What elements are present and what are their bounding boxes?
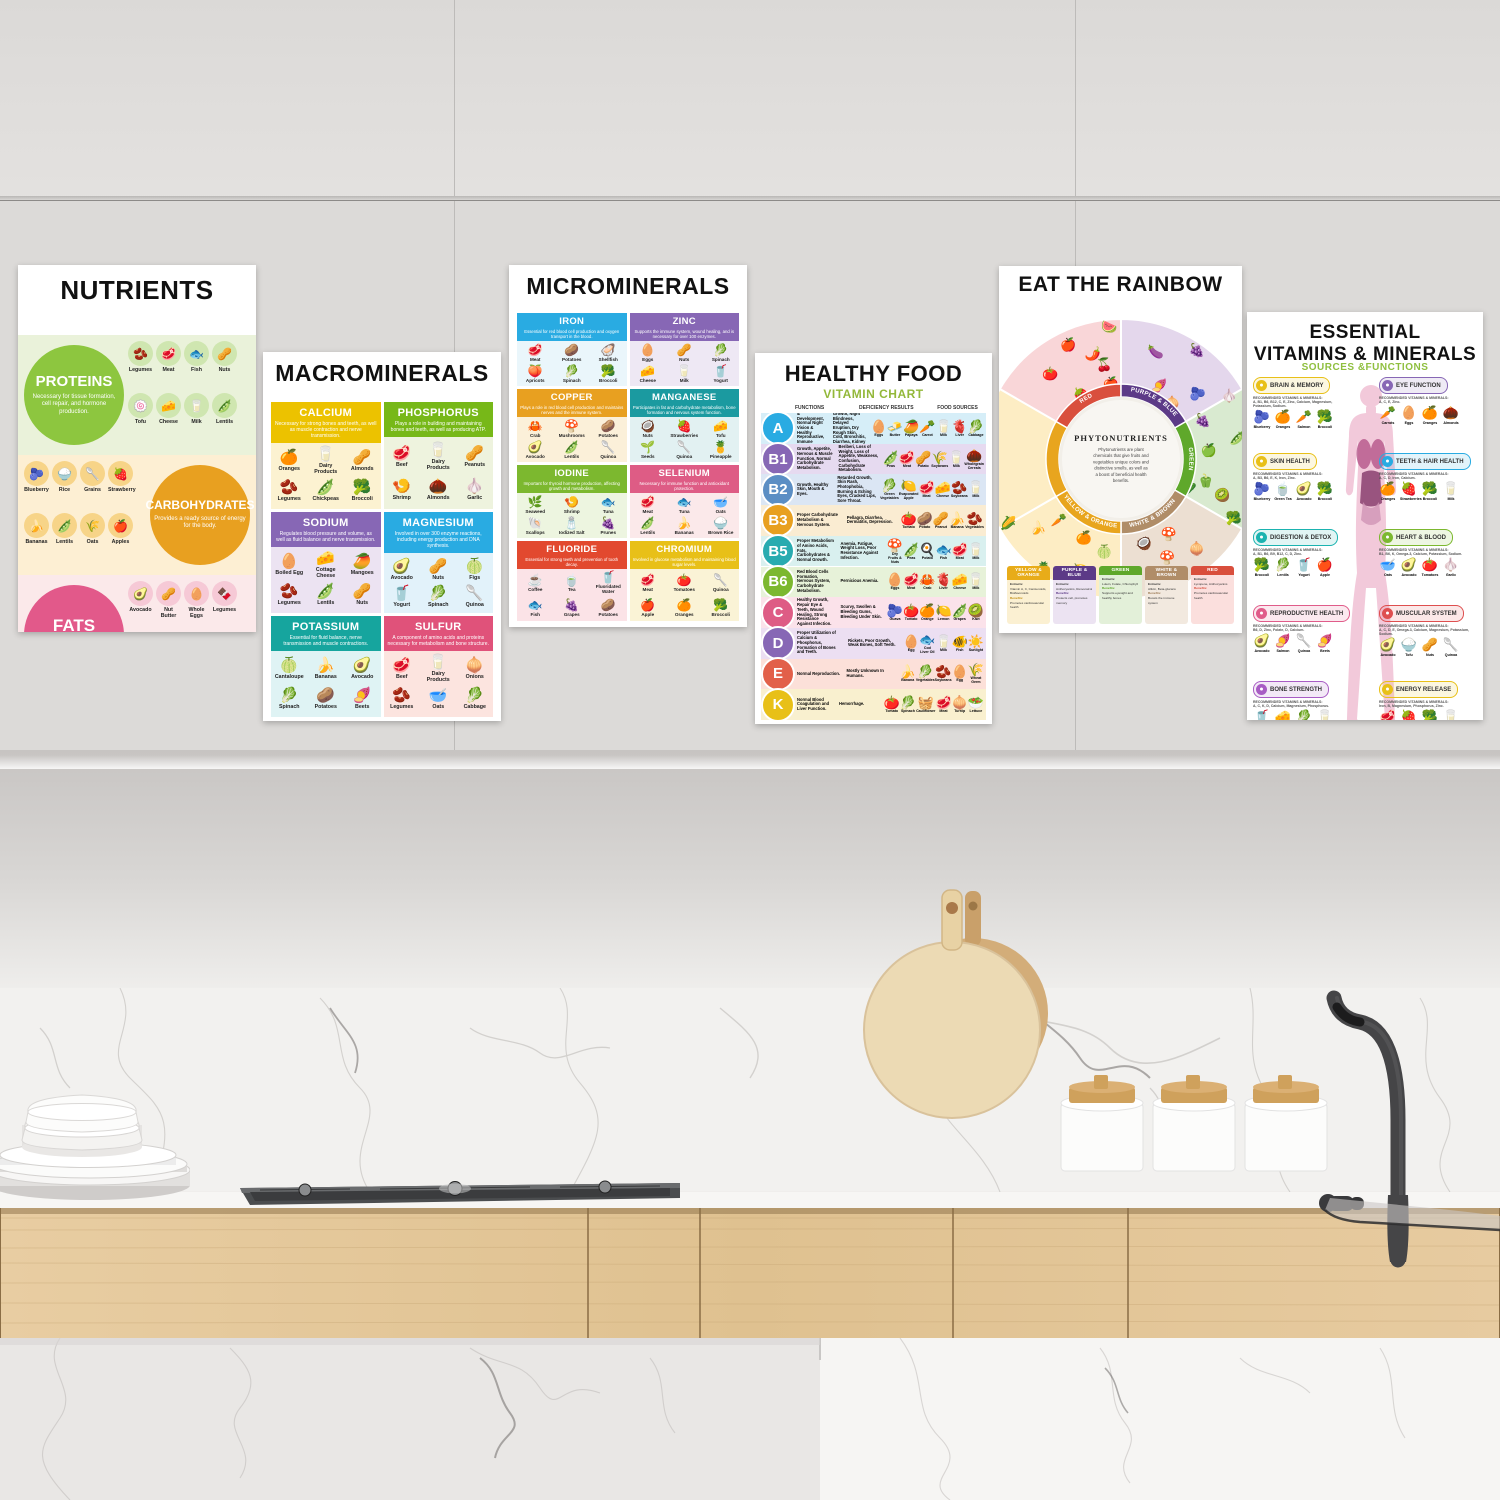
svg-text:🍇: 🍇 [1195, 412, 1211, 428]
svg-text:🍏: 🍏 [1201, 443, 1217, 458]
svg-text:🥦: 🥦 [1226, 510, 1242, 527]
svg-text:🍊: 🍊 [1076, 530, 1093, 545]
svg-text:distinctive smells, as well as: distinctive smells, as well as [1094, 466, 1148, 471]
svg-text:🧅: 🧅 [1189, 540, 1205, 557]
svg-text:🌶️: 🌶️ [1085, 346, 1101, 362]
svg-text:🌽: 🌽 [1000, 514, 1016, 530]
svg-text:a boost of beneficial health: a boost of beneficial health [1095, 472, 1147, 477]
svg-text:vegetables unique colors and: vegetables unique colors and [1093, 459, 1150, 464]
svg-text:🥕: 🥕 [1051, 513, 1067, 528]
svg-text:GREEN: GREEN [1187, 447, 1194, 471]
svg-text:🧄: 🧄 [1221, 388, 1237, 403]
svg-text:chemicals that give fruits and: chemicals that give fruits and [1093, 453, 1149, 458]
svg-text:🍎: 🍎 [1060, 336, 1076, 352]
svg-text:🍅: 🍅 [1042, 366, 1058, 382]
svg-text:benefits.: benefits. [1113, 478, 1129, 483]
svg-text:🍄: 🍄 [1159, 550, 1175, 565]
svg-text:🍆: 🍆 [1148, 344, 1164, 359]
svg-text:🫐: 🫐 [1190, 386, 1206, 401]
svg-text:🫛: 🫛 [1229, 430, 1242, 446]
svg-text:🍉: 🍉 [1101, 319, 1117, 334]
svg-text:Phytonutrients are plant: Phytonutrients are plant [1098, 447, 1144, 452]
svg-text:PHYTONUTRIENTS: PHYTONUTRIENTS [1074, 433, 1168, 443]
svg-text:🍇: 🍇 [1189, 342, 1205, 358]
svg-text:🍌: 🍌 [1030, 520, 1046, 535]
svg-text:🥝: 🥝 [1214, 486, 1230, 502]
svg-text:🥥: 🥥 [1136, 535, 1152, 550]
svg-text:🍄: 🍄 [1161, 527, 1177, 542]
svg-text:🍈: 🍈 [1096, 543, 1112, 559]
svg-text:🫑: 🫑 [1198, 473, 1214, 488]
